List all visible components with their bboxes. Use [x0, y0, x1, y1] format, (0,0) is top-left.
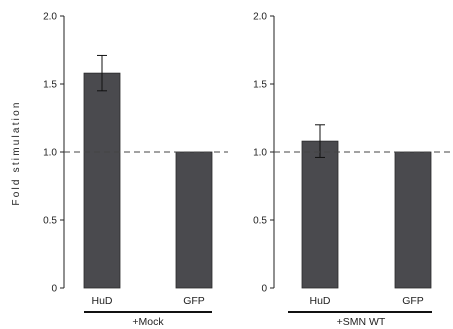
- y-axis-label: Fold stimulation: [11, 100, 22, 205]
- category-label: GFP: [183, 295, 205, 307]
- category-label: GFP: [402, 295, 424, 307]
- bar-hud-smn-wt: [301, 140, 339, 289]
- y-tick-label: 1.5: [43, 80, 57, 91]
- group-label: +SMN WT: [337, 316, 386, 328]
- y-tick-label: 2.0: [43, 12, 57, 23]
- y-tick-label: 1.0: [43, 148, 57, 159]
- group-label: +Mock: [132, 316, 164, 328]
- panel-mock: 0 0.5 1.0 1.5 2.0 HuD GFP +Mock: [43, 12, 228, 328]
- y-tick-label: 0.5: [43, 216, 57, 227]
- y-tick-label: 0: [261, 284, 267, 295]
- y-tick-label: 0.5: [253, 216, 267, 227]
- bar-hud-mock: [83, 72, 121, 289]
- category-label: HuD: [91, 295, 112, 307]
- y-tick-label: 1.0: [253, 148, 267, 159]
- y-tick-label: 1.5: [253, 80, 267, 91]
- bar-gfp-smn-wt: [394, 151, 432, 289]
- bar-gfp-mock: [175, 151, 213, 289]
- y-tick-label: 0: [51, 284, 57, 295]
- panel-smn-wt: 0 0.5 1.0 1.5 2.0 HuD GFP +SMN WT: [253, 12, 450, 328]
- y-tick-label: 2.0: [253, 12, 267, 23]
- category-label: HuD: [309, 295, 330, 307]
